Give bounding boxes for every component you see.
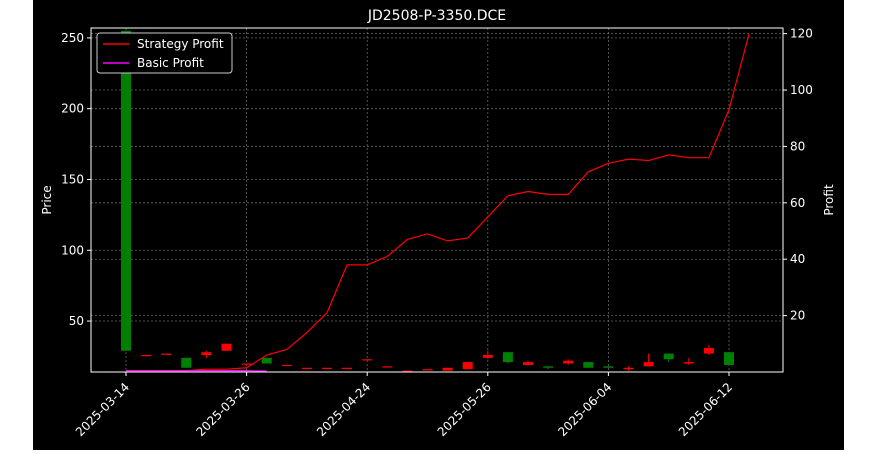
candle-body [301, 367, 312, 369]
candle-body [221, 343, 232, 351]
legend-label-basic-profit: Basic Profit [137, 56, 204, 70]
y-tick-label-left: 150 [61, 172, 84, 186]
y-tick-label-right: 80 [790, 139, 805, 153]
y-axis-label-right: Profit [822, 184, 836, 216]
candle-body [181, 357, 192, 368]
candle-body [442, 367, 453, 371]
x-tick-label: 2025-04-24 [314, 380, 373, 439]
candle-body [241, 363, 252, 365]
candle-body [663, 353, 674, 360]
candle-body [703, 347, 714, 354]
candle-body [322, 367, 332, 369]
candle-body [482, 355, 493, 358]
chart-title: JD2508-P-3350.DCE [367, 8, 506, 24]
candle-body [583, 362, 594, 368]
candle-body [623, 367, 634, 370]
grid [91, 28, 783, 372]
profit-lines [126, 33, 750, 372]
candle-body [342, 367, 353, 369]
strategy-profit-line [126, 33, 750, 372]
axis-ticks: 2025-03-14 2025-03-26 2025-04-24 2025-05-26… [61, 27, 813, 439]
x-tick-label: 2025-03-14 [73, 380, 132, 439]
candle-body [523, 362, 533, 365]
y-tick-label-right: 40 [790, 252, 805, 266]
y-tick-label-right: 20 [790, 309, 805, 323]
y-axis-label-left: Price [40, 185, 54, 214]
legend-label-strategy-profit: Strategy Profit [137, 37, 224, 51]
x-tick-label: 2025-06-04 [555, 380, 614, 439]
y-tick-label-left: 50 [69, 314, 84, 328]
legend: Strategy Profit Basic Profit [96, 32, 233, 74]
y-tick-label-left: 250 [61, 31, 84, 45]
plot-frame [90, 27, 784, 373]
y-tick-label-left: 200 [61, 102, 84, 116]
candle-body [402, 370, 413, 372]
candle-body [502, 352, 513, 363]
candle-body [161, 353, 172, 355]
y-tick-label-right: 60 [790, 196, 805, 210]
candle-body [543, 366, 554, 368]
chart-figure: 2025-03-14 2025-03-26 2025-04-24 2025-05-26… [33, 0, 844, 450]
chart-svg: 2025-03-14 2025-03-26 2025-04-24 2025-05-26… [40, 8, 836, 439]
x-tick-label: 2025-06-12 [676, 380, 735, 439]
candle-body [362, 359, 373, 361]
basic-profit-line [126, 369, 267, 372]
candle-body [462, 362, 473, 370]
candle-body [201, 352, 212, 356]
candles [121, 30, 734, 372]
y-tick-label-right: 120 [790, 27, 813, 41]
candle-body [422, 369, 433, 371]
candle-body [261, 357, 272, 364]
candle-body [724, 352, 734, 365]
candle-body [563, 360, 574, 364]
x-tick-label: 2025-03-26 [194, 380, 253, 439]
candle-body [121, 30, 131, 351]
candle-body [382, 366, 393, 368]
candle-body [643, 362, 654, 367]
candle-body [281, 364, 292, 367]
x-tick-label: 2025-05-26 [435, 380, 494, 439]
candle-body [141, 355, 152, 357]
candle-body [683, 362, 694, 364]
y-tick-label-left: 100 [61, 243, 84, 257]
candle-body [603, 366, 614, 368]
legend-box [96, 32, 233, 74]
y-tick-label-right: 100 [790, 83, 813, 97]
